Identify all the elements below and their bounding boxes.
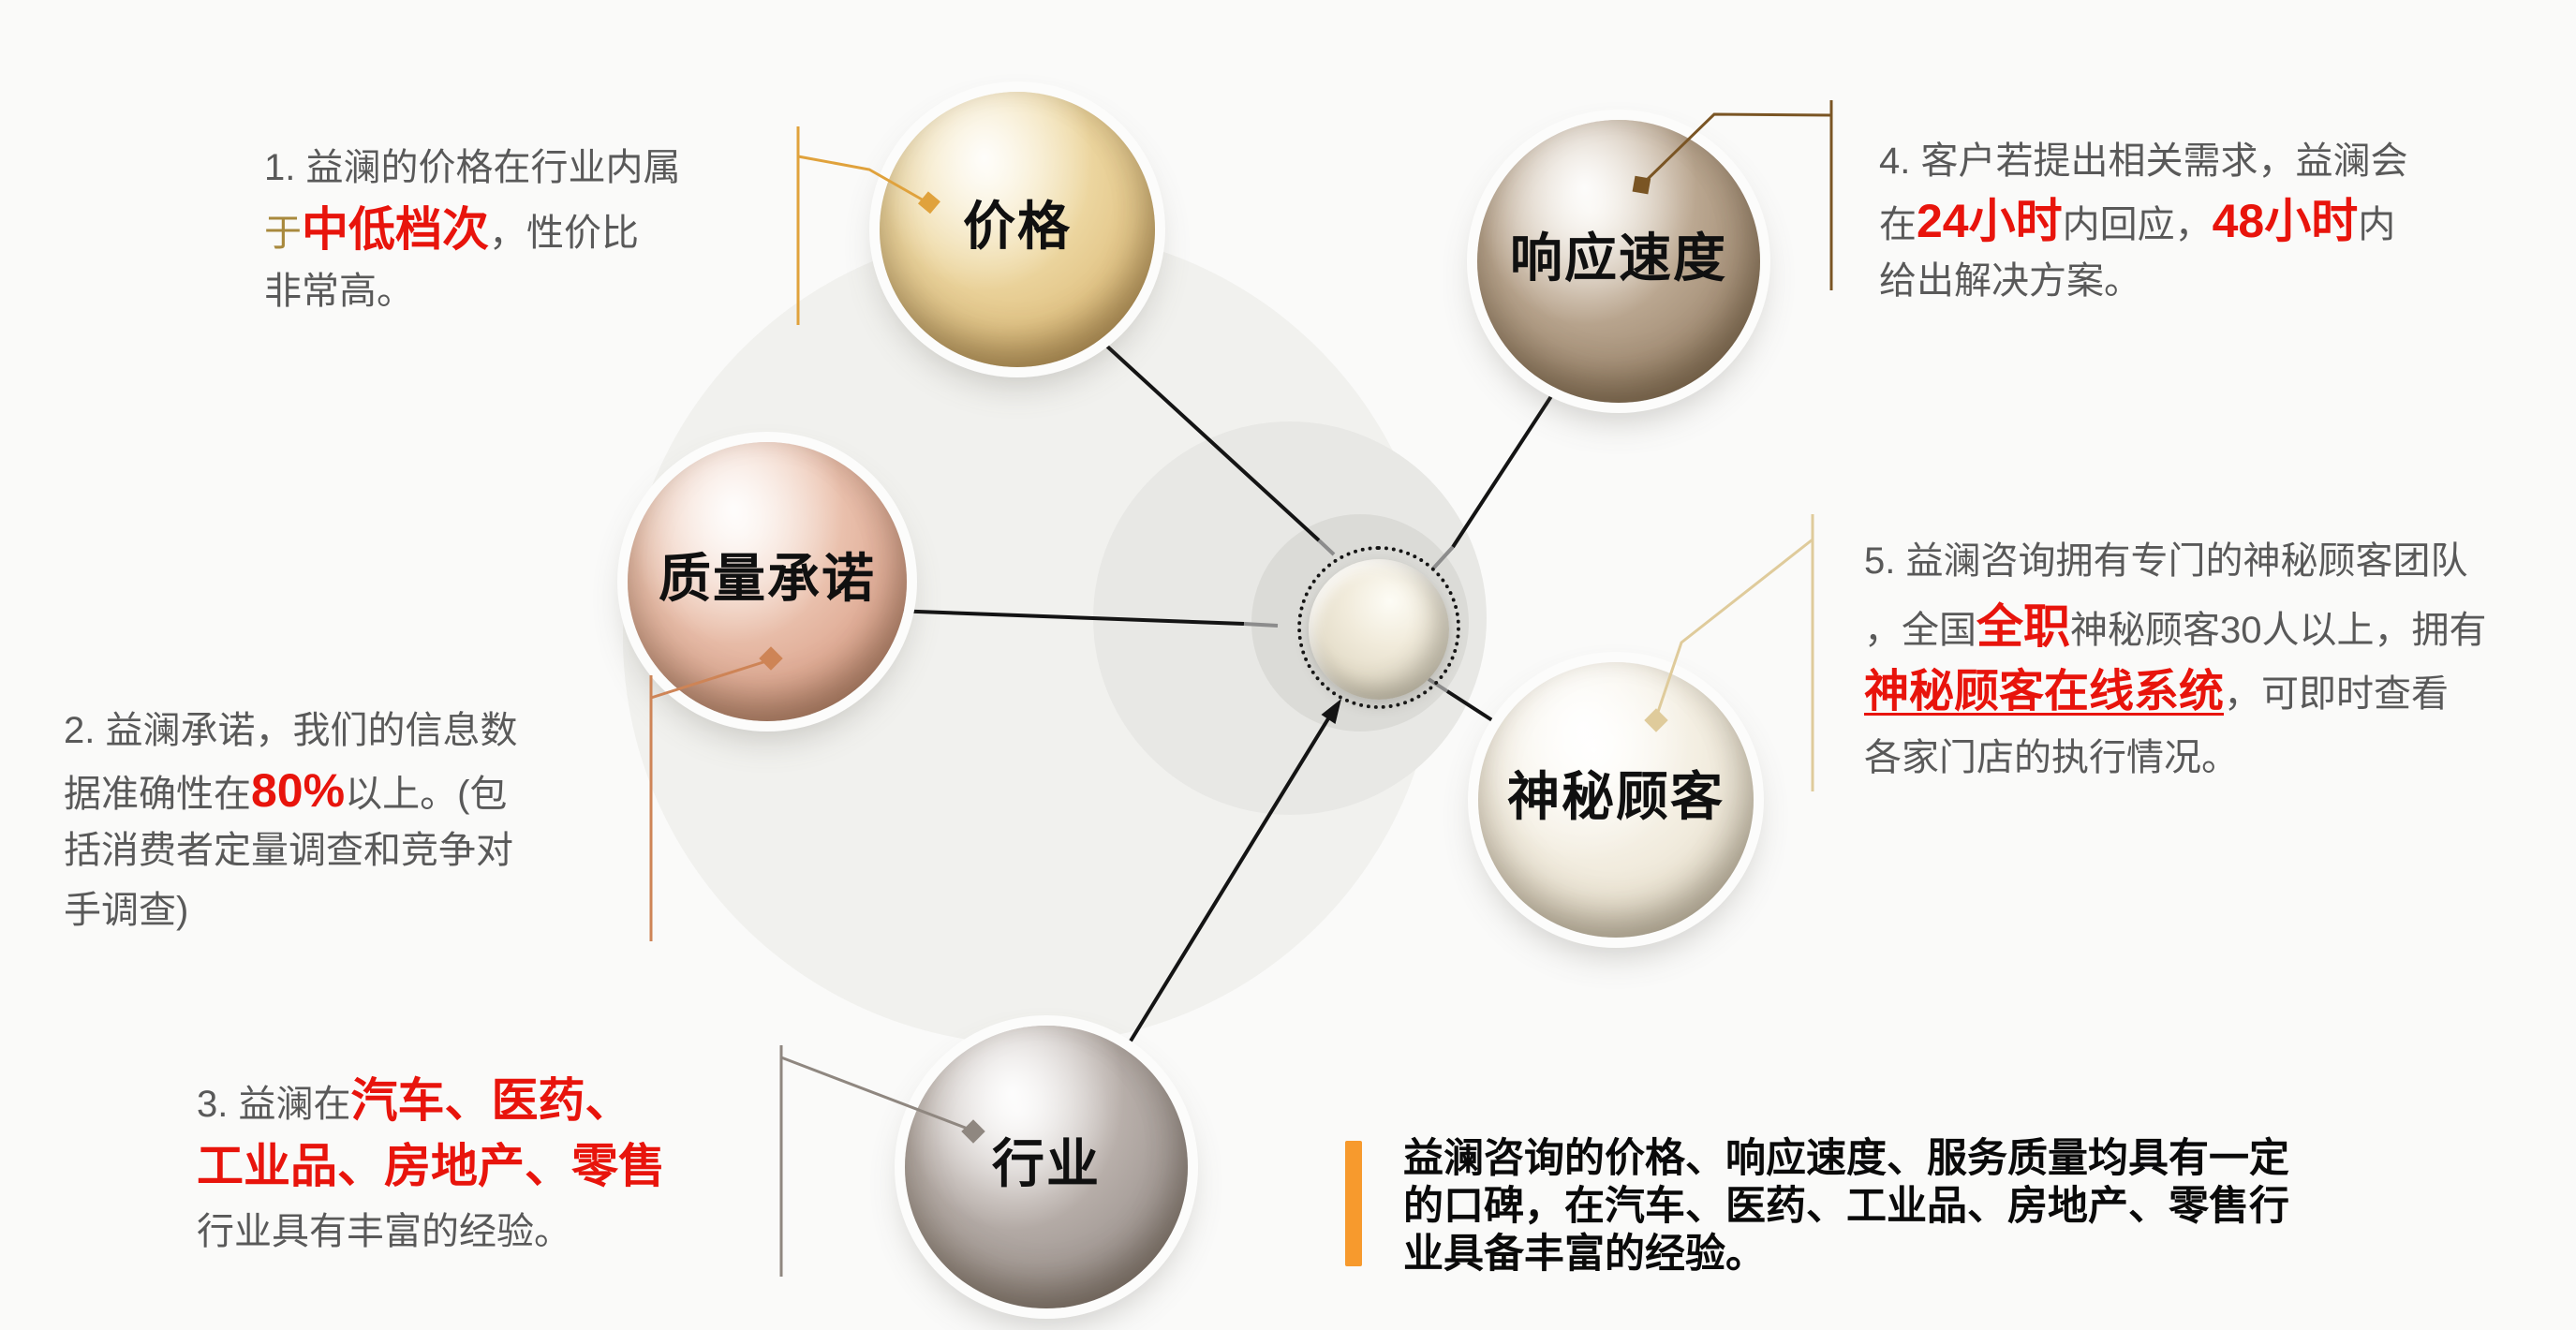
connector-line-response (1451, 389, 1557, 549)
note-price: 1. 益澜的价格在行业内属 于中低档次，性价比 非常高。 (264, 137, 680, 322)
note-line: 工业品、房地产、零售 (197, 1133, 665, 1199)
text-segment: 非常高。 (264, 271, 414, 312)
note-line: 手调查) (64, 880, 517, 940)
note-mystery: 5. 益澜咨询拥有专门的神秘顾客团队 ，全国全职神秘顾客30人以上，拥有 神秘顾客在… (1864, 528, 2487, 791)
text-segment: 汽车、医药、 (350, 1074, 632, 1127)
text-segment: 48小时 (2212, 195, 2359, 247)
connector-tip-quality (1243, 622, 1279, 628)
center-dotted-ring (1297, 546, 1460, 709)
text-segment: 5. 益澜咨询拥有专门的神秘顾客团队 (1864, 540, 2468, 582)
note-line: 行业具有丰富的经验。 (197, 1199, 665, 1264)
text-segment: 括消费者定量调查和竞争对 (64, 830, 513, 871)
connector-line-price (1103, 343, 1321, 542)
text-segment: 工业品、房地产、零售 (197, 1140, 665, 1192)
note-quality: 2. 益澜承诺，我们的信息数 据准确性在80%以上。(包 括消费者定量调查和竞争对手… (64, 701, 517, 940)
text-segment: ，性价比 (489, 213, 639, 254)
sphere-mystery-label: 神秘顾客 (1507, 766, 1725, 826)
note-line: 给出解决方案。 (1879, 251, 2407, 311)
connector-line-industry (1128, 714, 1332, 1044)
note-line: 非常高。 (264, 260, 680, 322)
summary-line: 的口碑，在汽车、医药、工业品、房地产、零售行 (1403, 1184, 2289, 1229)
text-segment: ，全国 (1864, 610, 1976, 651)
text-segment: ，可即时查看 (2224, 673, 2450, 715)
note-line: 括消费者定量调查和竞争对 (64, 820, 517, 880)
connector-tip-price (1317, 539, 1336, 556)
note-line: 在24小时内回应，48小时内 (1879, 191, 2407, 251)
note-line: 3. 益澜在汽车、医药、 (197, 1068, 665, 1133)
text-segment: 内 (2358, 204, 2396, 245)
text-segment: 给出解决方案。 (1879, 260, 2141, 302)
summary-text: 益澜咨询的价格、响应速度、服务质量均具有一定 的口碑，在汽车、医药、工业品、房地产… (1403, 1135, 2396, 1278)
sphere-response-label: 响应速度 (1510, 228, 1727, 288)
note-industry: 3. 益澜在汽车、医药、工业品、房地产、零售行业具有丰富的经验。 (197, 1068, 665, 1264)
note-line: 据准确性在80%以上。(包 (64, 761, 517, 820)
sphere-mystery: 神秘顾客 (1478, 662, 1754, 938)
note-line: 2. 益澜承诺，我们的信息数 (64, 701, 517, 761)
text-segment: 神秘顾客在线系统 (1864, 667, 2225, 717)
note-line: 于中低档次，性价比 (264, 199, 680, 260)
sphere-quality: 质量承诺 (628, 442, 907, 721)
text-segment: 手调查) (64, 890, 189, 931)
note-line: 神秘顾客在线系统，可即时查看 (1864, 659, 2487, 725)
text-segment: 于 (264, 213, 302, 254)
summary-accent-bar (1345, 1141, 1362, 1266)
text-segment: 2. 益澜承诺，我们的信息数 (64, 710, 518, 751)
arrowhead-icon (1321, 699, 1341, 724)
summary-line: 业具备丰富的经验。 (1403, 1232, 1766, 1277)
connector-line-quality (892, 609, 1245, 626)
sphere-quality-label: 质量承诺 (659, 548, 876, 608)
note-line: 1. 益澜的价格在行业内属 (264, 137, 680, 199)
text-segment: 行业具有丰富的经验。 (197, 1211, 571, 1252)
text-segment: 80% (251, 764, 346, 817)
summary-line: 益澜咨询的价格、响应速度、服务质量均具有一定 (1403, 1136, 2289, 1181)
sphere-price-label: 价格 (963, 196, 1072, 256)
note-line: 4. 客户若提出相关需求，益澜会 (1879, 131, 2407, 191)
text-segment: 据准确性在 (64, 774, 251, 815)
sphere-industry-label: 行业 (992, 1133, 1101, 1193)
connector-tip-response (1431, 545, 1455, 570)
center-pearl-sphere (1309, 559, 1449, 700)
text-segment: 1. 益澜的价格在行业内属 (264, 147, 681, 188)
text-segment: 以上。(包 (345, 774, 508, 815)
note-response: 4. 客户若提出相关需求，益澜会 在24小时内回应，48小时内 给出解决方案。 (1879, 131, 2407, 311)
sphere-industry: 行业 (905, 1026, 1188, 1308)
note-line: 各家门店的执行情况。 (1864, 725, 2487, 791)
sphere-response: 响应速度 (1477, 120, 1760, 403)
text-segment: 中低档次 (302, 203, 489, 256)
text-segment: 神秘顾客30人以上，拥有 (2070, 610, 2487, 651)
connector-line-mystery (1445, 689, 1494, 722)
note-line: ，全国全职神秘顾客30人以上，拥有 (1864, 594, 2487, 659)
text-segment: 24小时 (1917, 195, 2063, 247)
text-segment: 内回应， (2062, 204, 2213, 245)
text-segment: 3. 益澜在 (197, 1084, 351, 1125)
note-line: 5. 益澜咨询拥有专门的神秘顾客团队 (1864, 528, 2487, 594)
text-segment: 各家门店的执行情况。 (1864, 737, 2239, 778)
text-segment: 4. 客户若提出相关需求，益澜会 (1879, 140, 2408, 182)
text-segment: 在 (1879, 204, 1917, 245)
sphere-price: 价格 (880, 92, 1155, 367)
text-segment: 全职 (1976, 600, 2070, 653)
